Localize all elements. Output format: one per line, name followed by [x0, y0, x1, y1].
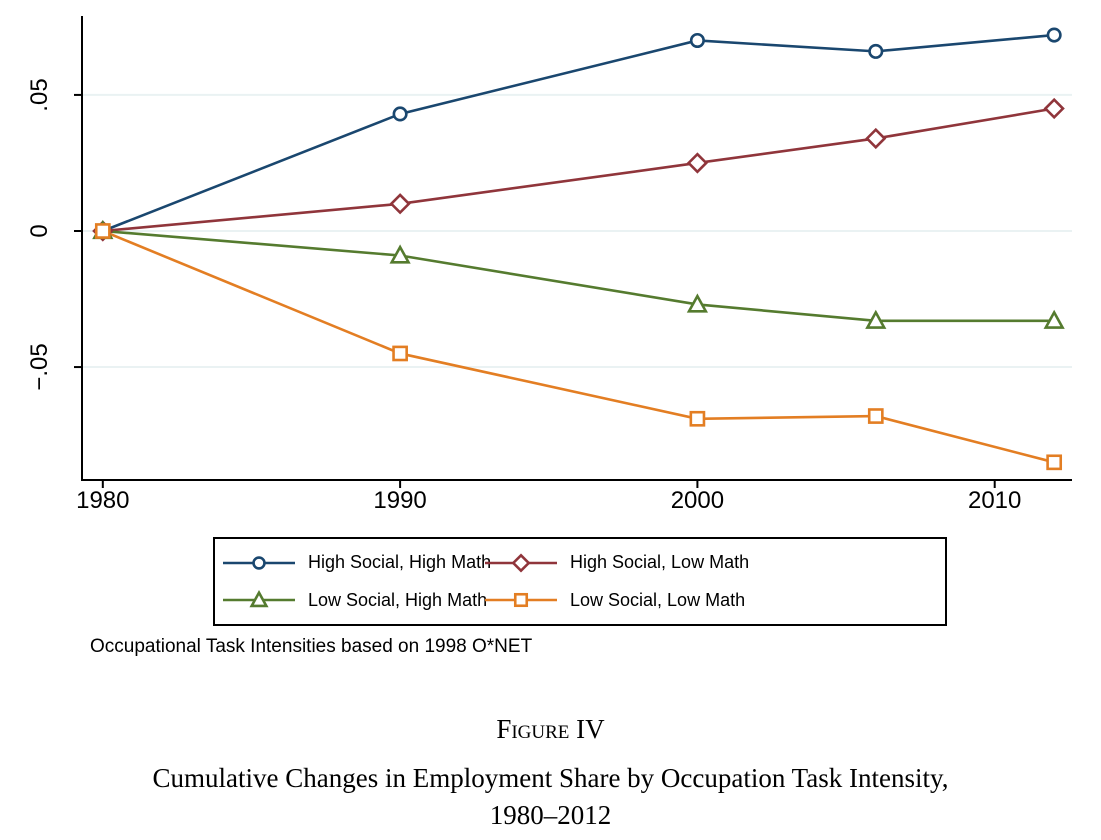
marker-triangle: [1043, 309, 1065, 329]
marker-square: [392, 345, 408, 362]
marker-diamond: [686, 152, 709, 174]
marker-circle: [392, 106, 408, 122]
legend-line-circle-marker-icon: [223, 555, 295, 570]
y-axis-tick-label: −.05: [26, 343, 53, 391]
marker-diamond: [389, 193, 411, 215]
legend-label: High Social, High Math: [308, 552, 492, 573]
figure-title: Cumulative Changes in Employment Share b…: [0, 760, 1101, 834]
figure-note: Occupational Task Intensities based on 1…: [90, 636, 533, 657]
x-axis-tick-label: 2010: [967, 487, 1022, 514]
marker-square: [689, 410, 706, 427]
x-axis-tick-label: 1990: [373, 487, 427, 514]
x-axis-tick-label: 1980: [76, 487, 130, 514]
marker-triangle: [686, 293, 709, 313]
legend-label: High Social, Low Math: [570, 552, 750, 573]
legend-entry: High Social, High Math: [221, 552, 491, 574]
legend-line-square-marker-icon: [485, 593, 557, 608]
x-axis-tick-label: 2000: [670, 487, 725, 514]
series-line: [102, 107, 1055, 233]
figure-title-line2: 1980–2012: [489, 800, 612, 830]
marker-diamond: [865, 127, 887, 150]
legend-box: High Social, High Math High Social, Low …: [213, 537, 947, 626]
marker-triangle: [249, 590, 269, 608]
legend-label: Low Social, Low Math: [570, 589, 746, 610]
legend-line-diamond-marker-icon: [485, 553, 557, 573]
series-line: [102, 229, 1055, 464]
legend-entry: Low Social, Low Math: [483, 589, 941, 611]
y-axis-tick-label: 0: [26, 224, 53, 238]
marker-circle: [1046, 27, 1062, 43]
marker-diamond: [511, 553, 531, 573]
line-chart-plot: [74, 16, 1072, 488]
marker-square: [867, 408, 884, 424]
legend-label: Low Social, High Math: [308, 589, 488, 610]
series-line: [102, 229, 1055, 323]
y-axis-tick-label: .05: [26, 78, 53, 112]
marker-triangle: [389, 244, 411, 264]
marker-circle: [252, 555, 266, 570]
legend-entry: Low Social, High Math: [221, 589, 487, 611]
figure-title-line1: Cumulative Changes in Employment Share b…: [152, 763, 949, 793]
marker-square: [513, 593, 529, 608]
legend-entry: High Social, Low Math: [483, 552, 941, 574]
marker-square: [1046, 454, 1063, 471]
marker-square: [94, 223, 111, 239]
marker-circle: [689, 32, 705, 49]
figure-caption-label: Figure IV: [496, 714, 605, 744]
legend-line-triangle-marker-icon: [223, 590, 295, 608]
marker-diamond: [1043, 97, 1065, 120]
marker-circle: [868, 43, 884, 59]
marker-triangle: [865, 309, 887, 329]
